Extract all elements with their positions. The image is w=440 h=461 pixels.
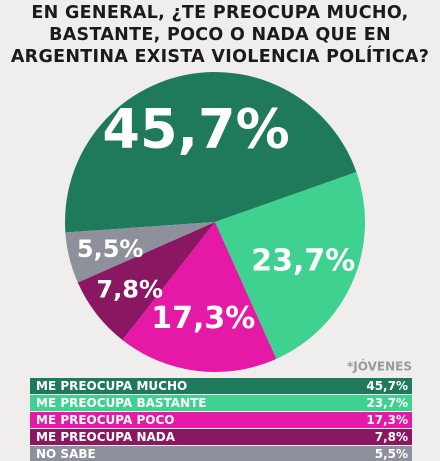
slice-label: 5,5% [77, 235, 144, 263]
slice-label: 23,7% [251, 243, 355, 278]
pie-slice [65, 222, 216, 283]
pie-slice [122, 222, 277, 372]
legend-row [30, 395, 412, 411]
legend-row [30, 412, 412, 428]
pie-slice [64, 71, 357, 233]
chart-title: EN GENERAL, ¿TE PREOCUPA MUCHO, BASTANTE… [10, 3, 430, 67]
legend-label: ME PREOCUPA BASTANTE [36, 396, 207, 410]
legend-value: 5,5% [375, 447, 408, 461]
legend-label: ME PREOCUPA POCO [36, 413, 174, 427]
legend-value: 23,7% [366, 396, 408, 410]
slice-label: 17,3% [151, 301, 255, 336]
legend-value: 45,7% [366, 379, 408, 393]
legend-label: NO SABE [36, 447, 96, 461]
legend-row [30, 429, 412, 445]
subtitle: *JÓVENES [347, 359, 412, 374]
legend-value: 17,3% [366, 413, 408, 427]
legend-row [30, 378, 412, 394]
slice-label: 7,8% [96, 275, 163, 303]
legend-value: 7,8% [375, 430, 408, 444]
slice-label: 45,7% [102, 98, 289, 161]
legend-label: ME PREOCUPA MUCHO [36, 379, 187, 393]
legend-label: ME PREOCUPA NADA [36, 430, 176, 444]
pie-slice [215, 171, 366, 359]
legend-row [30, 446, 412, 461]
pie-slice [77, 222, 216, 341]
